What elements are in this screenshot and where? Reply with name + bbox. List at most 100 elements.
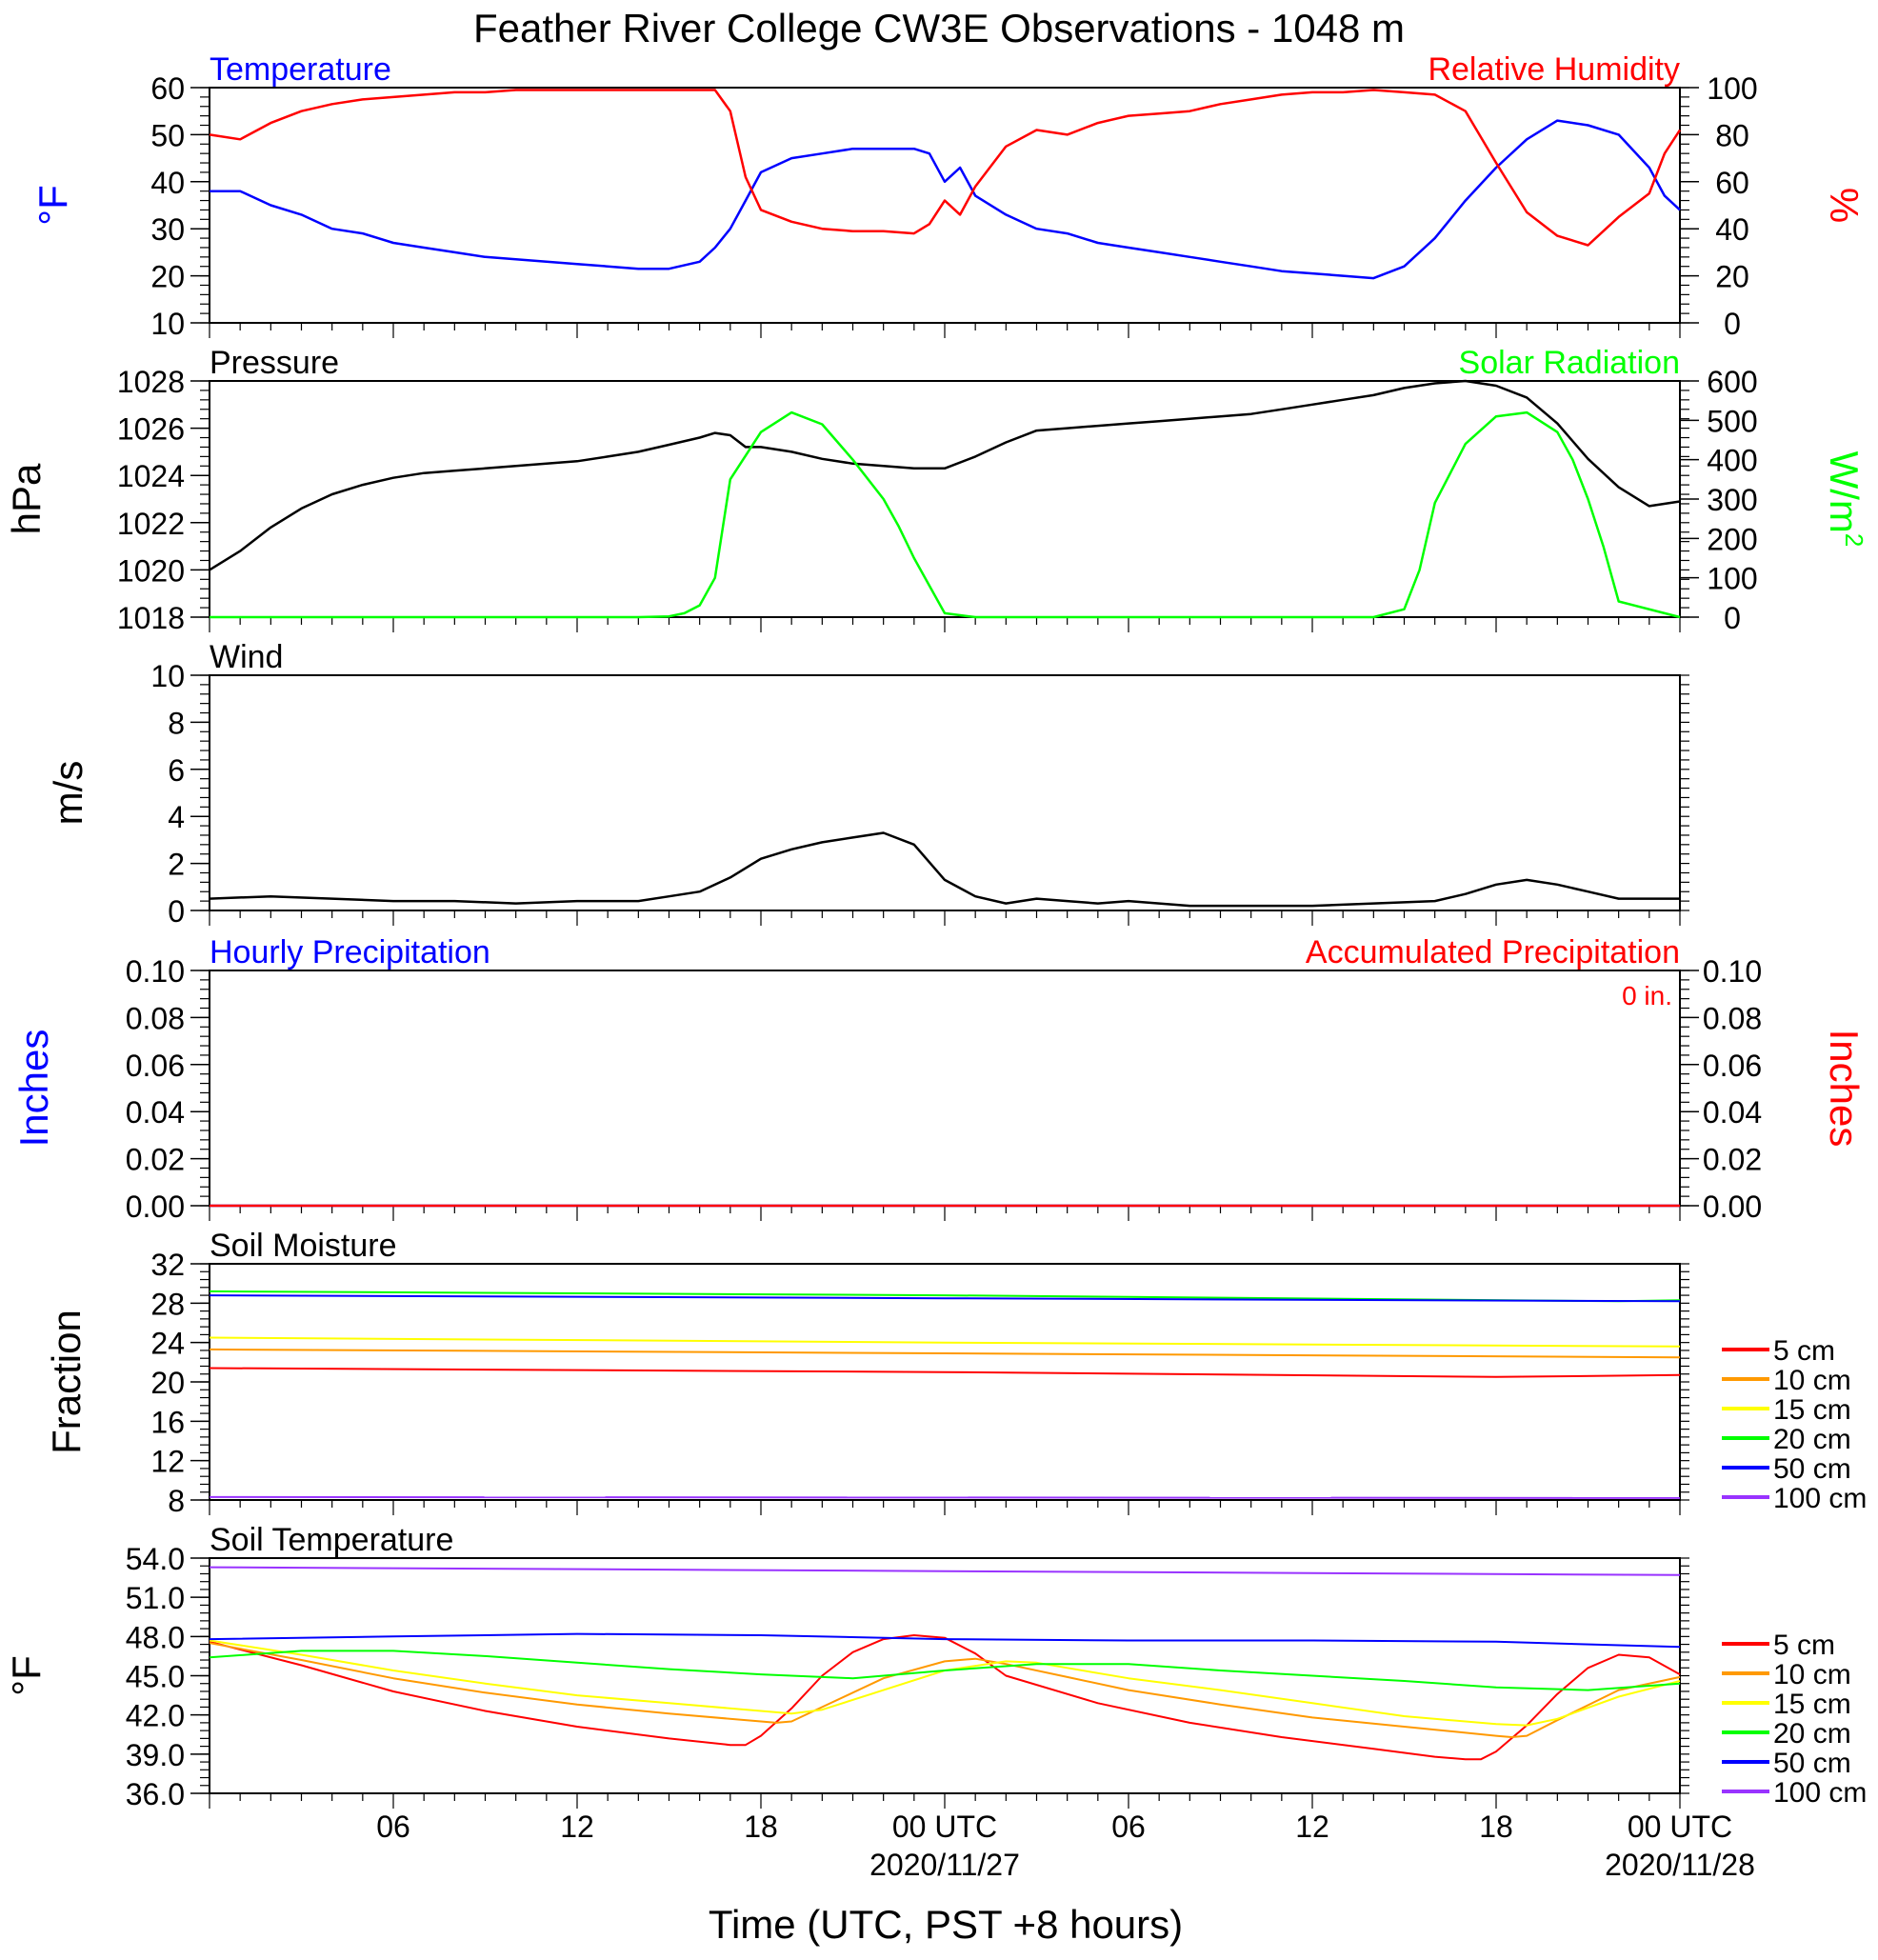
y-tick-label-right: 60 (1715, 166, 1749, 200)
y-tick-label-left: 60 (150, 71, 185, 106)
y-tick-label-left: 48.0 (126, 1620, 185, 1654)
y-tick-label-right: 100 (1707, 562, 1757, 596)
y-tick-label-right: 20 (1715, 260, 1749, 294)
y-tick-label-left: 0 (168, 894, 185, 929)
y-tick-label-left: 32 (150, 1248, 185, 1282)
legend-label: 50 cm (1773, 1748, 1851, 1779)
y-tick-label-left: 1028 (117, 365, 185, 399)
y-tick-label-left: 30 (150, 212, 185, 247)
x-tick-label: 12 (1295, 1810, 1329, 1844)
x-tick-label: 06 (1111, 1810, 1146, 1844)
series-line-15-cm (209, 1639, 1681, 1727)
y-tick-label-right: 0.10 (1703, 954, 1762, 989)
y-tick-label-left: 42.0 (126, 1699, 185, 1733)
plot-frame (209, 970, 1681, 1207)
panel-title-left: Pressure (210, 345, 339, 381)
plot-frame (209, 674, 1681, 911)
panel-title-left: Wind (210, 639, 283, 675)
series-line-100-cm (209, 1566, 1681, 1576)
x-tick-label: 12 (560, 1810, 594, 1844)
y-tick-label-right: 200 (1707, 522, 1757, 556)
y-tick-label-right: 600 (1707, 365, 1757, 399)
y-axis-label-right: W/m2 (1822, 451, 1868, 548)
legend-label: 100 cm (1773, 1483, 1867, 1514)
y-axis-label-left: Fraction (44, 1310, 89, 1454)
panel-soil_temperature: 54.0 51.0 48.0 45.0 42.0 39.0 36.0 Soil Tempera… (4, 1522, 1867, 1811)
series-line-100-cm (209, 1495, 1681, 1499)
panel-title-left: Soil Moisture (210, 1228, 397, 1264)
panel-title-left: Hourly Precipitation (210, 934, 490, 970)
y-tick-label-left: 1018 (117, 601, 185, 635)
y-tick-label-right: 500 (1707, 404, 1757, 438)
y-tick-label-right: 0 (1724, 307, 1741, 341)
x-axis: 06 12 18 00 UTC 06 12 18 00 UTC 2020/11/27 2020/1… (376, 1810, 1755, 1882)
panel-title-left: Temperature (210, 51, 391, 88)
y-tick-label-right: 0.00 (1703, 1190, 1762, 1224)
y-axis-label-left: Inches (11, 1030, 56, 1148)
y-tick-label-left: 8 (168, 706, 185, 740)
legend-label: 15 cm (1773, 1689, 1851, 1720)
y-tick-label-left: 8 (168, 1484, 185, 1518)
accumulated-total-label: 0 in. (1622, 981, 1672, 1010)
y-tick-label-right: 400 (1707, 444, 1757, 478)
y-tick-label-left: 40 (150, 166, 185, 200)
legend-label: 5 cm (1773, 1335, 1835, 1367)
y-tick-label-right: 80 (1715, 118, 1749, 152)
y-axis-label-left: °F (30, 185, 75, 225)
y-tick-label-right: 40 (1715, 212, 1749, 247)
legend-label: 15 cm (1773, 1394, 1851, 1426)
panel-title-right: Accumulated Precipitation (1306, 934, 1680, 970)
chart-title: Feather River College CW3E Observations … (473, 6, 1405, 50)
x-tick-label: 00 UTC (892, 1810, 997, 1844)
panel-precip: 0.10 0.08 0.06 0.04 0.02 0.00 0.10 0.08 0.06 0.04… (11, 934, 1867, 1224)
x-tick-label: 00 UTC (1628, 1810, 1732, 1844)
series-line-wind (209, 831, 1680, 908)
panel-title-right: Solar Radiation (1459, 345, 1680, 381)
y-tick-label-left: 10 (150, 659, 185, 693)
series-line-15-cm (209, 1336, 1681, 1348)
y-tick-label-right: 0 (1724, 601, 1741, 635)
y-tick-label-left: 54.0 (126, 1542, 185, 1576)
y-tick-label-left: 45.0 (126, 1660, 185, 1694)
y-tick-label-left: 2 (168, 848, 185, 882)
y-tick-label-right: 0.02 (1703, 1143, 1762, 1177)
y-tick-label-left: 0.08 (126, 1001, 185, 1035)
y-tick-label-right: 100 (1707, 71, 1757, 106)
y-tick-label-left: 1024 (117, 459, 185, 493)
y-tick-label-right: 300 (1707, 483, 1757, 517)
y-axis-label-right: % (1822, 188, 1867, 223)
y-tick-label-left: 0.00 (126, 1190, 185, 1224)
y-tick-label-left: 0.02 (126, 1143, 185, 1177)
y-axis-label-left: m/s (46, 761, 90, 826)
series-line-pressure (209, 379, 1681, 571)
series-line-20-cm (209, 1650, 1681, 1691)
y-tick-label-right: 0.04 (1703, 1095, 1762, 1130)
plot-frame (209, 380, 1681, 618)
legend-label: 50 cm (1773, 1453, 1851, 1485)
y-tick-label-left: 20 (150, 260, 185, 294)
plot-frame (209, 87, 1681, 324)
panel-wind: 10 8 6 4 2 0 Wind m/s (46, 639, 1689, 929)
y-tick-label-left: 16 (150, 1405, 185, 1439)
y-tick-label-left: 10 (150, 307, 185, 341)
series-line-10-cm (209, 1642, 1681, 1738)
y-tick-label-right: 0.08 (1703, 1001, 1762, 1035)
y-tick-label-left: 50 (150, 118, 185, 152)
panel-title-left: Soil Temperature (210, 1522, 453, 1558)
x-date-label: 2020/11/28 (1605, 1848, 1755, 1882)
y-tick-label-left: 24 (150, 1327, 185, 1361)
x-tick-label: 18 (1479, 1810, 1513, 1844)
series-line-50-cm (209, 1632, 1681, 1649)
series-line-temperature (210, 119, 1681, 280)
y-tick-label-left: 51.0 (126, 1581, 185, 1615)
y-tick-label-left: 0.10 (126, 954, 185, 989)
y-tick-label-right: 0.06 (1703, 1049, 1762, 1083)
x-date-label: 2020/11/27 (869, 1848, 1020, 1882)
y-tick-label-left: 39.0 (126, 1738, 185, 1772)
legend-label: 20 cm (1773, 1718, 1851, 1750)
series-line-solar-radiation (210, 410, 1681, 619)
y-tick-label-left: 6 (168, 753, 185, 788)
